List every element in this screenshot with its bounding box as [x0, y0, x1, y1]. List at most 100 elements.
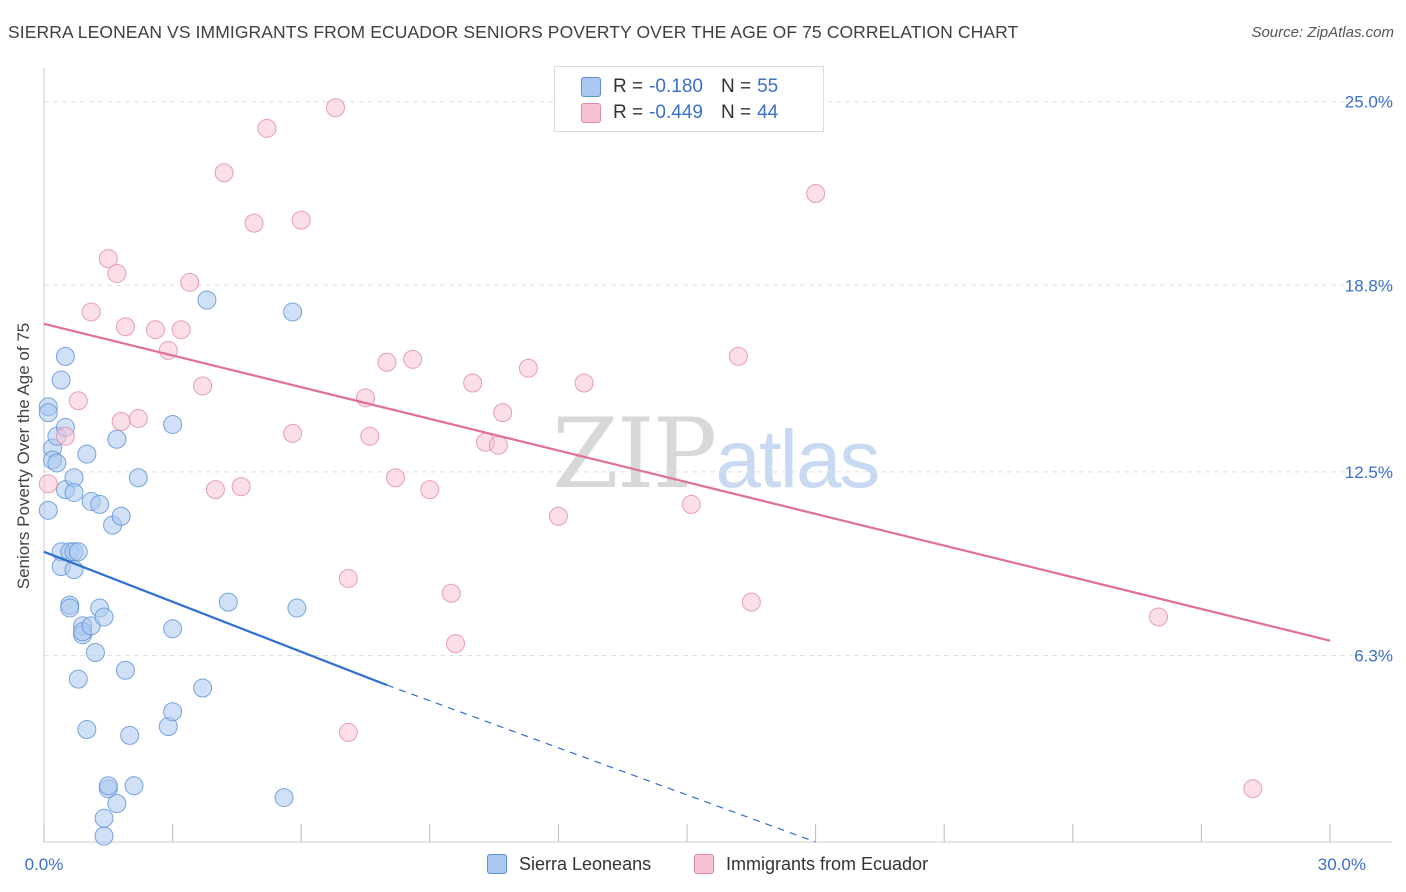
sierra-leonean-point [197, 290, 217, 310]
sierra-leonean-point [124, 776, 144, 796]
ecuador-trend-line [43, 322, 1331, 642]
sierra-leonean-trend-line [43, 550, 388, 687]
ecuador-point [325, 98, 345, 118]
ecuador-point [386, 468, 406, 488]
ecuador-point [1243, 779, 1263, 799]
legend-r-label: R = [613, 76, 644, 97]
sierra-leonean-point [107, 794, 127, 814]
sierra-leonean-point [38, 403, 58, 423]
y-tick-label: 18.8% [1345, 276, 1393, 295]
bottom-legend-swatch-blue [487, 854, 507, 874]
sierra-leonean-point [120, 725, 140, 745]
ecuador-point [518, 358, 538, 378]
ecuador-point [741, 592, 761, 612]
sierra-leonean-point [274, 788, 294, 808]
sierra-leonean-point [60, 598, 80, 618]
sierra-leonean-point [163, 702, 183, 722]
ecuador-point [128, 409, 148, 429]
sierra-leonean-point [55, 346, 75, 366]
legend-n-label: N = [720, 76, 752, 97]
ecuador-point [574, 373, 594, 393]
sierra-leonean-point [90, 494, 110, 514]
ecuador-point [338, 722, 358, 742]
ecuador-point [98, 249, 118, 269]
sierra-leonean-point [47, 453, 67, 473]
y-tick-label: 6.3% [1354, 646, 1393, 665]
ecuador-point [283, 423, 303, 443]
ecuador-point [145, 320, 165, 340]
ecuador-point [38, 474, 58, 494]
legend-n-label: N = [720, 102, 752, 123]
sierra-leonean-point [77, 444, 97, 464]
sierra-leonean-point [68, 669, 88, 689]
legend-r-label: R = [613, 102, 644, 123]
y-tick-label: 12.5% [1345, 463, 1393, 482]
watermark-zip: ZIP [552, 398, 717, 510]
y-tick-label: 25.0% [1345, 93, 1393, 112]
sierra-leonean-point [68, 542, 88, 562]
sierra-leonean-point [115, 660, 135, 680]
ecuador-point [81, 302, 101, 322]
sierra-leonean-trend-extension [386, 684, 816, 843]
ecuador-point [244, 213, 264, 233]
ecuador-point [548, 506, 568, 526]
ecuador-point [1149, 607, 1169, 627]
legend-r-value: -0.449 [649, 102, 703, 123]
legend-n-value: 55 [757, 76, 779, 97]
sierra-leonean-point [85, 642, 105, 662]
bottom-legend-ecuador: Immigrants from Ecuador [694, 852, 928, 876]
bottom-legend-swatch-pink [694, 854, 714, 874]
ecuador-point [231, 477, 251, 497]
bottom-legend-label: Immigrants from Ecuador [726, 853, 929, 874]
ecuador-point [111, 412, 131, 432]
ecuador-point [806, 183, 826, 203]
ecuador-point [446, 634, 466, 654]
sierra-leonean-point [287, 598, 307, 618]
ecuador-point [107, 263, 127, 283]
sierra-leonean-point [128, 468, 148, 488]
ecuador-point [681, 494, 701, 514]
ecuador-point [193, 376, 213, 396]
legend-row-sierra-leoneans: R = -0.180 N = 55 [581, 75, 778, 99]
ecuador-point [403, 349, 423, 369]
sierra-leonean-point [107, 429, 127, 449]
ecuador-point [360, 426, 380, 446]
sierra-leonean-point [94, 607, 114, 627]
watermark-atlas: atlas [715, 414, 880, 505]
ecuador-point [257, 118, 277, 138]
ecuador-point [377, 352, 397, 372]
ecuador-point [338, 568, 358, 588]
y-axis-label: Seniors Poverty Over the Age of 75 [14, 322, 33, 590]
ecuador-point [205, 480, 225, 500]
legend-row-ecuador: R = -0.449 N = 44 [581, 101, 778, 125]
sierra-leonean-point [163, 619, 183, 639]
ecuador-point [728, 346, 748, 366]
x-tick-label: 0.0% [25, 855, 64, 874]
sierra-leonean-point [94, 808, 114, 828]
sierra-leonean-point [111, 506, 131, 526]
sierra-leonean-point [64, 483, 84, 503]
ecuador-point [214, 163, 234, 183]
sierra-leonean-point [283, 302, 303, 322]
x-tick-label: 30.0% [1318, 855, 1366, 874]
ecuador-point [68, 391, 88, 411]
correlation-legend: R = -0.180 N = 55 R = -0.449 N = 44 [554, 66, 824, 132]
sierra-leonean-point [94, 826, 114, 846]
watermark: ZIPatlas [552, 398, 880, 510]
sierra-leonean-point [98, 776, 118, 796]
ecuador-point [463, 373, 483, 393]
ecuador-point [441, 583, 461, 603]
legend-r-value: -0.180 [649, 76, 703, 97]
ecuador-point [488, 435, 508, 455]
chart-title: SIERRA LEONEAN VS IMMIGRANTS FROM ECUADO… [8, 22, 1019, 42]
sierra-leonean-point [218, 592, 238, 612]
ecuador-point [55, 426, 75, 446]
legend-n-value: 44 [757, 102, 779, 123]
ecuador-point [115, 317, 135, 337]
ecuador-point [180, 272, 200, 292]
sierra-leonean-point [77, 719, 97, 739]
legend-swatch-pink [581, 103, 601, 123]
sierra-leonean-point [38, 500, 58, 520]
ecuador-point [291, 210, 311, 230]
